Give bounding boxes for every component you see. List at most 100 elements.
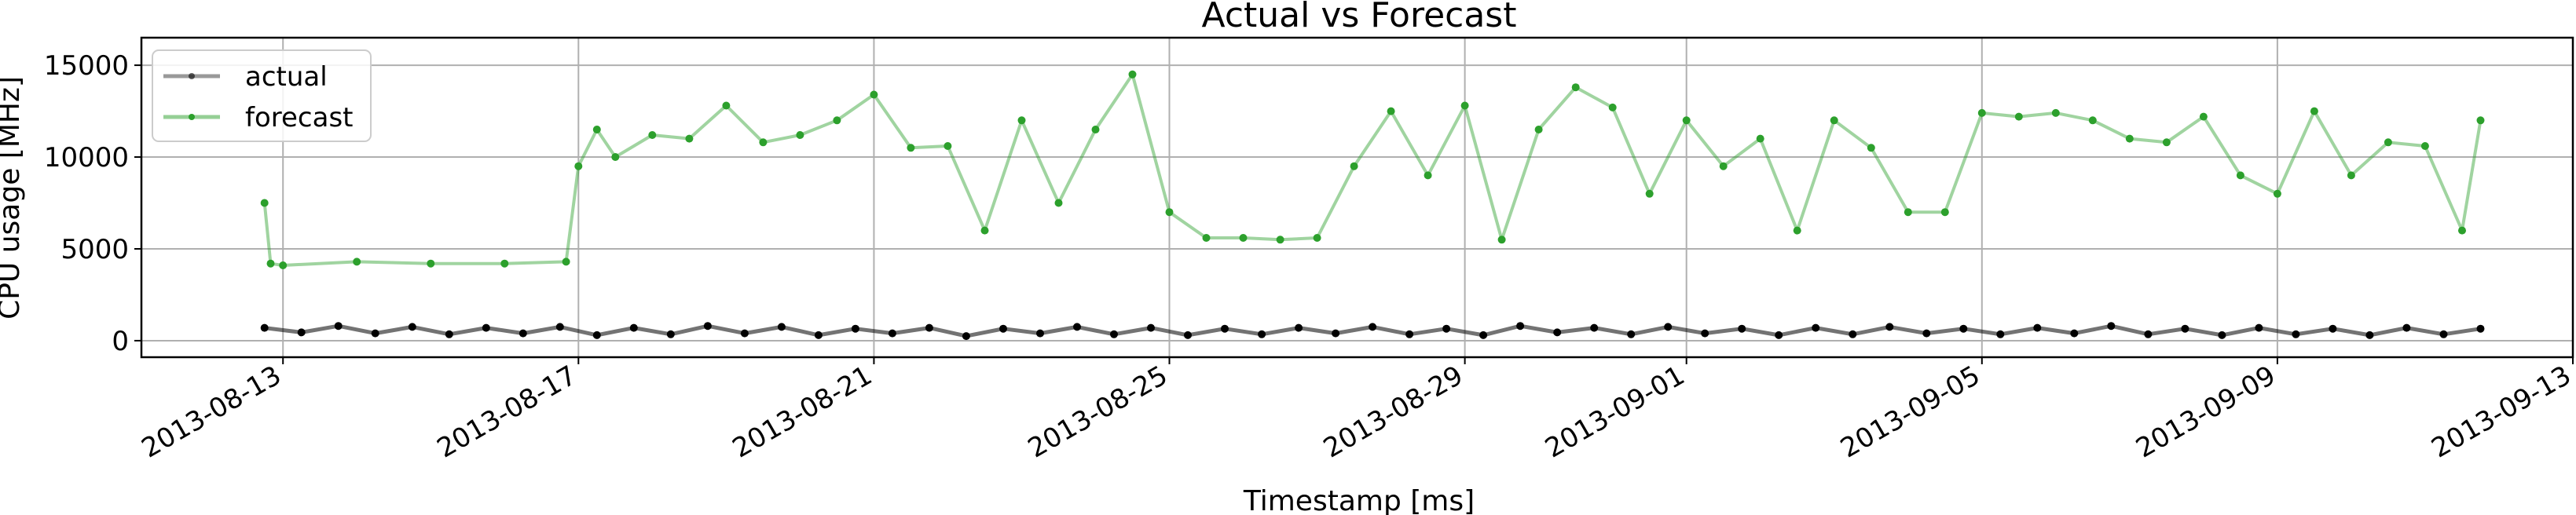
data-point-forecast: [611, 153, 620, 161]
data-point-actual: [1258, 330, 1266, 338]
data-point-actual: [1701, 329, 1709, 338]
data-point-actual: [1221, 324, 1229, 333]
data-point-actual: [2292, 330, 2300, 338]
legend: actual forecast: [152, 49, 372, 142]
data-point-actual: [1959, 324, 1968, 333]
data-point-forecast: [1276, 236, 1284, 244]
data-point-forecast: [1830, 116, 1838, 125]
data-point-actual: [334, 322, 343, 331]
x-tick-label: 2013-09-05: [1835, 360, 1985, 464]
data-point-actual: [1036, 329, 1044, 338]
data-point-actual: [2181, 324, 2189, 333]
data-point-actual: [925, 323, 933, 332]
y-axis: 0 5000 10000 15000: [44, 50, 141, 357]
data-point-forecast: [2051, 108, 2060, 117]
data-point-forecast: [833, 116, 841, 125]
data-point-forecast: [1977, 108, 1986, 117]
data-point-actual: [2144, 330, 2153, 338]
data-point-actual: [1664, 323, 1673, 331]
plot-frame: [140, 36, 2574, 359]
y-tick-label: 0: [112, 326, 129, 357]
data-point-forecast: [944, 142, 952, 150]
data-point-actual: [888, 329, 896, 338]
data-point-actual: [1332, 329, 1340, 338]
data-point-actual: [1184, 331, 1192, 339]
data-point-forecast: [870, 90, 878, 99]
data-point-forecast: [1313, 234, 1321, 242]
data-point-actual: [999, 324, 1007, 333]
data-point-actual: [1812, 323, 1820, 332]
data-point-actual: [1405, 330, 1414, 338]
series-forecast: [260, 70, 2485, 269]
data-point-forecast: [1054, 199, 1063, 207]
y-tick-label: 10000: [44, 142, 129, 173]
data-point-actual: [1516, 322, 1525, 331]
data-point-forecast: [796, 131, 804, 139]
data-point-forecast: [1387, 107, 1395, 115]
data-point-forecast: [1682, 116, 1691, 125]
data-point-actual: [518, 329, 527, 338]
data-point-actual: [371, 329, 379, 338]
x-tick-label: 2013-08-29: [1318, 360, 1468, 464]
data-point-forecast: [648, 131, 657, 139]
x-tick-label: 2013-09-09: [2131, 360, 2281, 464]
data-point-forecast: [2384, 138, 2392, 147]
legend-forecast-label: forecast: [245, 102, 354, 133]
data-point-actual: [408, 323, 416, 331]
data-point-actual: [1996, 330, 2005, 338]
legend-forecast-marker: [189, 114, 195, 120]
grid: [141, 38, 2574, 357]
data-point-forecast: [980, 226, 989, 235]
x-tick-label: 2013-08-17: [432, 360, 582, 464]
data-point-actual: [2070, 329, 2079, 338]
data-point-actual: [2255, 323, 2263, 332]
data-point-actual: [2329, 324, 2337, 333]
data-point-actual: [1553, 328, 1562, 337]
data-point-forecast: [1165, 208, 1174, 217]
data-point-forecast: [1128, 70, 1137, 79]
data-point-actual: [2033, 323, 2042, 332]
data-point-actual: [482, 323, 490, 332]
data-point-forecast: [427, 259, 435, 268]
data-point-actual: [1110, 330, 1118, 338]
data-point-forecast: [266, 259, 275, 268]
chart-title: Actual vs Forecast: [1202, 0, 1517, 35]
data-point-actual: [1922, 329, 1931, 338]
data-point-forecast: [1756, 134, 1764, 143]
legend-actual-marker: [189, 73, 195, 79]
data-point-forecast: [2199, 112, 2208, 121]
data-point-forecast: [1719, 162, 1728, 170]
data-point-forecast: [1571, 83, 1580, 92]
x-axis: 2013-08-13 2013-08-17 2013-08-21 2013-08-25…: [137, 357, 2576, 465]
data-point-forecast: [2458, 226, 2466, 235]
data-point-actual: [666, 330, 675, 338]
data-point-forecast: [2125, 134, 2134, 143]
data-point-actual: [851, 324, 859, 333]
data-point-actual: [1442, 324, 1451, 333]
data-point-forecast: [2162, 138, 2171, 147]
data-point-actual: [629, 323, 638, 332]
data-point-forecast: [1460, 101, 1469, 110]
data-point-actual: [1479, 331, 1488, 339]
data-point-forecast: [2310, 107, 2318, 115]
data-point-forecast: [1239, 234, 1248, 242]
data-point-forecast: [1350, 162, 1358, 170]
data-point-actual: [2439, 330, 2448, 338]
data-point-actual: [592, 331, 601, 339]
data-point-forecast: [685, 134, 694, 143]
x-tick-label: 2013-09-01: [1540, 360, 1690, 464]
data-point-actual: [962, 332, 970, 341]
data-point-actual: [1849, 330, 1857, 338]
data-point-actual: [260, 323, 269, 332]
data-point-forecast: [1645, 189, 1654, 198]
data-point-actual: [1627, 330, 1636, 338]
data-point-actual: [1885, 323, 1894, 331]
data-point-actual: [814, 331, 823, 339]
data-point-actual: [2107, 322, 2116, 331]
data-point-actual: [555, 323, 564, 331]
data-point-forecast: [2088, 116, 2097, 125]
data-point-actual: [1738, 324, 1746, 333]
data-point-forecast: [1424, 171, 1432, 180]
y-tick-label: 5000: [60, 234, 129, 265]
data-point-forecast: [2347, 171, 2355, 180]
